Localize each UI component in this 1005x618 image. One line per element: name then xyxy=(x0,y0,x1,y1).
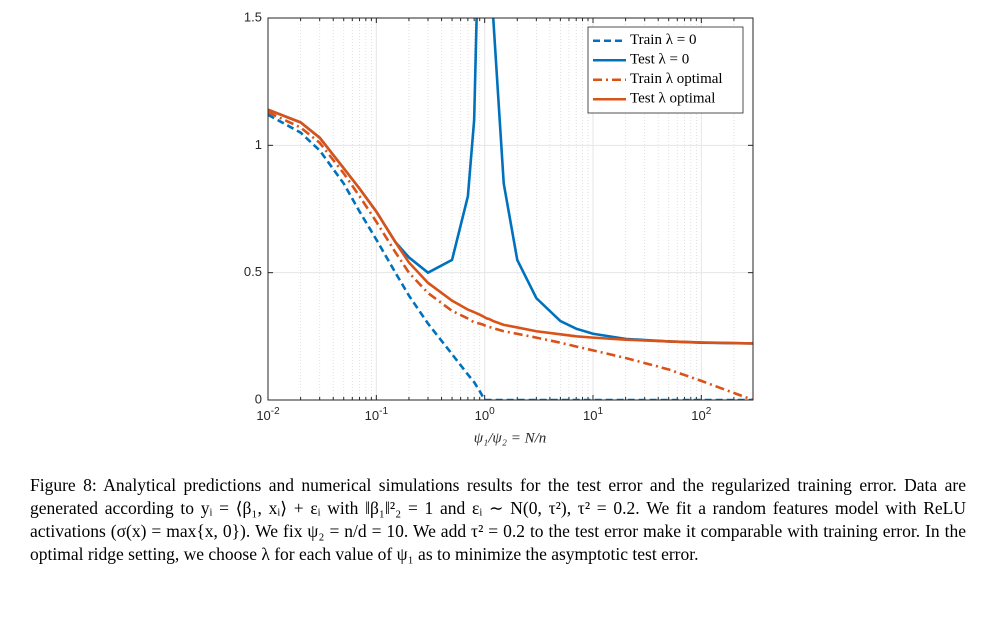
x-tick-label: 101 xyxy=(583,406,603,424)
axes-box xyxy=(267,17,754,401)
y-tick-label: 1.5 xyxy=(244,9,262,24)
legend-label: Train λ optimal xyxy=(630,71,723,87)
legend-label: Train λ = 0 xyxy=(630,32,696,48)
legend-label: Test λ optimal xyxy=(630,91,715,107)
x-tick-label: 100 xyxy=(475,406,495,424)
y-tick-label: 0.5 xyxy=(244,264,262,279)
x-axis-label: ψ₁/ψ₂ = N/n xyxy=(474,430,547,446)
y-tick-label: 0 xyxy=(255,391,262,406)
series-line xyxy=(268,108,753,345)
caption-label: Figure 8: xyxy=(30,475,97,495)
x-tick-label: 102 xyxy=(691,406,711,424)
x-tick-label: 10-1 xyxy=(365,406,389,424)
chart: ψ₁/ψ₂ = N/n 10-2 10-1 100 101 102 0 0.5 1 1.5 Tra… xyxy=(244,9,754,446)
caption-text: Analytical predictions and numerical sim… xyxy=(30,475,966,564)
y-tick-label: 1 xyxy=(255,137,262,152)
series-line xyxy=(268,111,753,400)
x-tick-label: 10-2 xyxy=(256,406,280,424)
caption: Figure 8: Analytical predictions and num… xyxy=(30,474,966,566)
legend-label: Test λ = 0 xyxy=(630,52,689,68)
